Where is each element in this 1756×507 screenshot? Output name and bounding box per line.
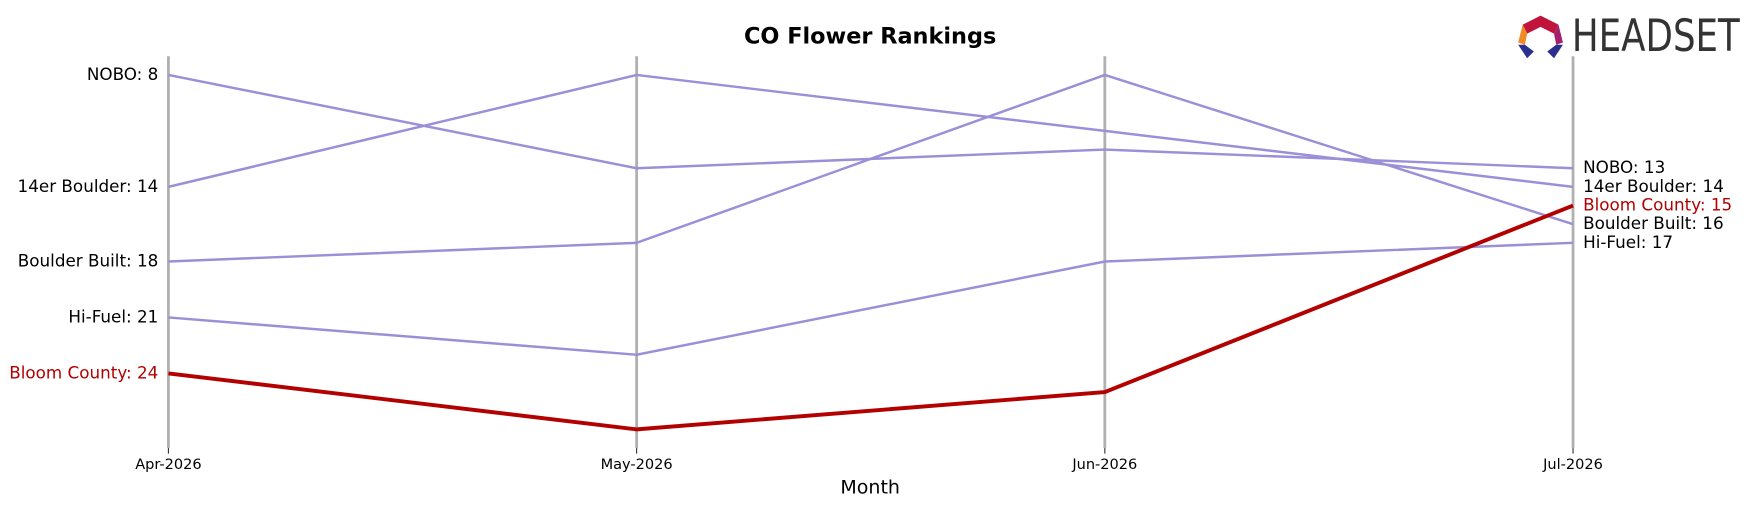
value-label: Hi-Fuel: 21	[68, 306, 158, 326]
value-label: Bloom County: 24	[9, 362, 158, 382]
value-label: Boulder Built: 16	[1583, 213, 1724, 233]
x-tick-label: Apr-2026	[135, 457, 201, 473]
value-label: 14er Boulder: 14	[18, 176, 159, 196]
logo-icon	[1518, 24, 1528, 45]
series-line	[168, 203, 1574, 432]
logo-icon	[1547, 44, 1563, 59]
logo-icon	[1522, 15, 1559, 34]
x-tick-label: May-2026	[601, 457, 673, 473]
value-label: NOBO: 13	[1583, 157, 1665, 177]
value-label: Boulder Built: 18	[18, 250, 159, 270]
value-label: Hi-Fuel: 17	[1583, 232, 1673, 252]
value-label: NOBO: 8	[87, 64, 159, 84]
series-line	[168, 73, 1574, 263]
x-tick-label: Jun-2026	[1071, 457, 1137, 473]
series-line	[168, 73, 1574, 170]
logo: HEADSET	[1518, 9, 1740, 62]
logo-text: HEADSET	[1572, 9, 1740, 62]
logo-icon	[1518, 44, 1534, 59]
x-axis-label: Month	[840, 476, 900, 498]
series-line	[168, 241, 1574, 356]
value-label: Bloom County: 15	[1583, 195, 1732, 215]
series-line	[168, 73, 1574, 189]
chart-title: CO Flower Rankings	[744, 23, 996, 49]
value-label: 14er Boulder: 14	[1583, 176, 1724, 196]
x-tick-label: Jul-2026	[1542, 457, 1603, 473]
logo-icon	[1554, 24, 1563, 45]
